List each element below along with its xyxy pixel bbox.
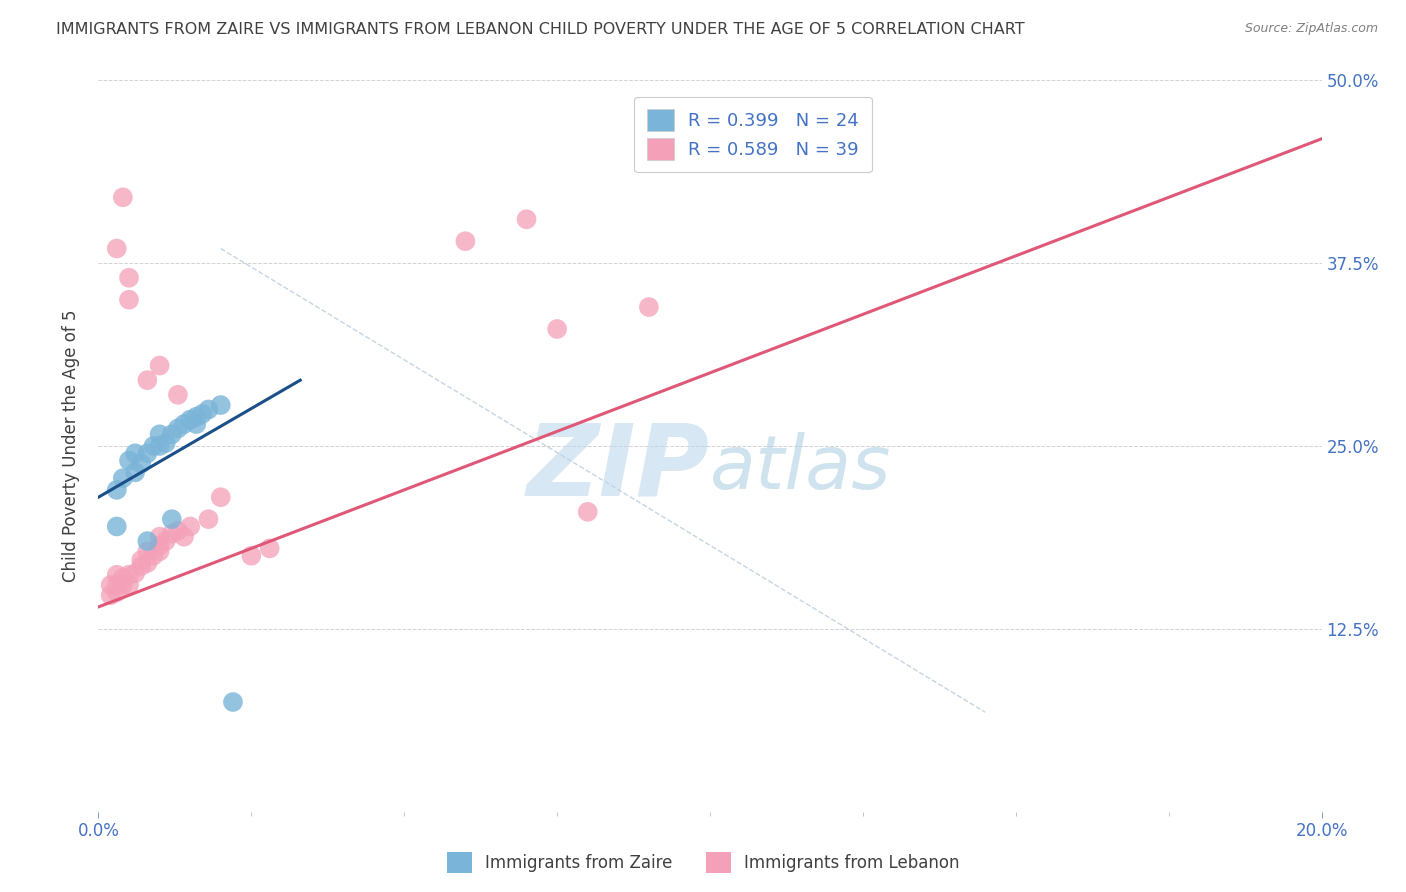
Point: [105, 483, 128, 497]
Point: [179, 412, 201, 426]
Point: [160, 512, 183, 526]
Point: [124, 466, 146, 480]
Point: [124, 566, 146, 581]
Point: [149, 544, 172, 558]
Point: [100, 578, 122, 592]
Point: [259, 541, 281, 556]
Point: [129, 558, 152, 573]
Point: [142, 439, 165, 453]
Text: ZIP: ZIP: [527, 419, 710, 516]
Point: [105, 567, 128, 582]
Point: [118, 293, 141, 307]
Point: [149, 439, 172, 453]
Point: [155, 534, 177, 549]
Point: [173, 417, 195, 431]
Point: [118, 453, 141, 467]
Point: [118, 567, 141, 582]
Point: [105, 242, 128, 256]
Point: [105, 519, 128, 533]
Point: [118, 270, 141, 285]
Point: [155, 436, 177, 450]
Point: [186, 409, 208, 424]
Point: [167, 421, 190, 435]
Point: [136, 556, 159, 570]
Point: [136, 446, 159, 460]
Point: [160, 526, 183, 541]
Point: [179, 519, 201, 533]
Point: [160, 427, 183, 442]
Point: [576, 505, 599, 519]
Point: [142, 549, 165, 563]
Point: [197, 402, 219, 417]
Point: [637, 300, 661, 314]
Point: [149, 427, 172, 442]
Text: Source: ZipAtlas.com: Source: ZipAtlas.com: [1244, 22, 1378, 36]
Point: [546, 322, 568, 336]
Point: [454, 234, 477, 248]
Point: [149, 539, 172, 553]
Point: [111, 471, 134, 485]
Point: [222, 695, 245, 709]
Point: [516, 212, 538, 227]
Point: [111, 190, 134, 204]
Point: [209, 398, 232, 412]
Point: [149, 359, 172, 373]
Point: [167, 524, 190, 538]
Point: [118, 578, 141, 592]
Point: [136, 544, 159, 558]
Point: [191, 407, 214, 421]
Point: [186, 417, 208, 431]
Point: [129, 457, 152, 471]
Point: [136, 534, 159, 549]
Point: [124, 446, 146, 460]
Point: [167, 388, 190, 402]
Point: [197, 512, 219, 526]
Text: IMMIGRANTS FROM ZAIRE VS IMMIGRANTS FROM LEBANON CHILD POVERTY UNDER THE AGE OF : IMMIGRANTS FROM ZAIRE VS IMMIGRANTS FROM…: [56, 22, 1025, 37]
Y-axis label: Child Poverty Under the Age of 5: Child Poverty Under the Age of 5: [62, 310, 80, 582]
Point: [149, 530, 172, 544]
Point: [111, 571, 134, 585]
Legend: Immigrants from Zaire, Immigrants from Lebanon: Immigrants from Zaire, Immigrants from L…: [440, 846, 966, 880]
Legend: R = 0.399   N = 24, R = 0.589   N = 39: R = 0.399 N = 24, R = 0.589 N = 39: [634, 96, 872, 172]
Point: [111, 578, 134, 592]
Point: [173, 530, 195, 544]
Point: [105, 578, 128, 592]
Text: atlas: atlas: [710, 432, 891, 504]
Point: [129, 553, 152, 567]
Point: [105, 585, 128, 599]
Point: [100, 588, 122, 602]
Point: [209, 490, 232, 504]
Point: [136, 373, 159, 387]
Point: [240, 549, 263, 563]
